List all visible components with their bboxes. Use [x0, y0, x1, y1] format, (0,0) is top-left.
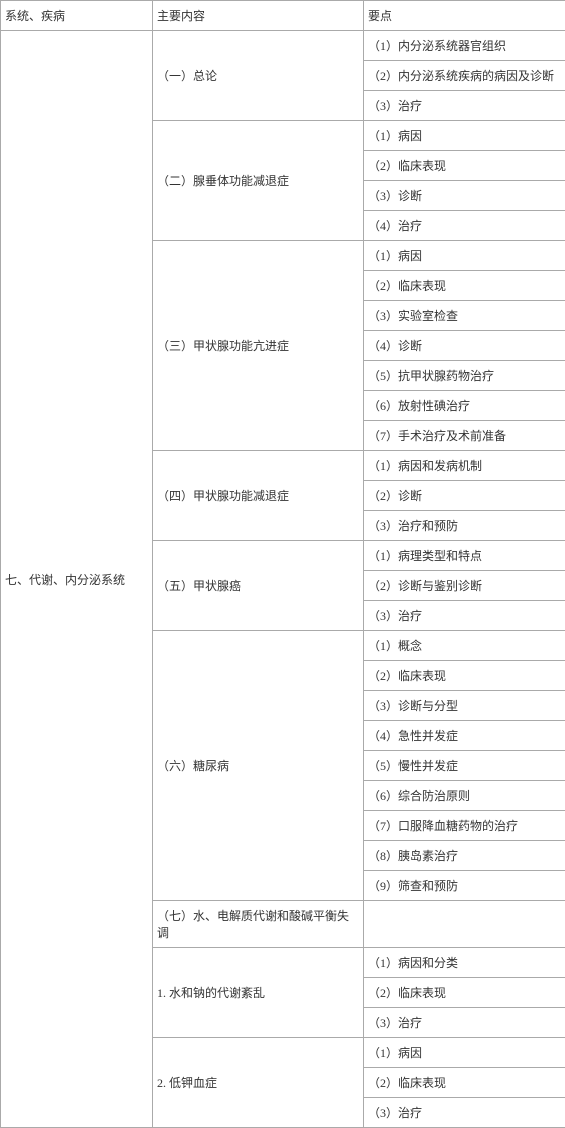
point-cell: （9）筛查和预防 [364, 871, 565, 901]
section-cell: （二）腺垂体功能减退症 [153, 121, 364, 241]
point-cell: （3）治疗 [364, 1098, 565, 1128]
section-cell: （三）甲状腺功能亢进症 [153, 241, 364, 451]
point-cell: （2）内分泌系统疾病的病因及诊断 [364, 61, 565, 91]
section-cell: 1. 水和钠的代谢紊乱 [153, 948, 364, 1038]
point-cell: （2）临床表现 [364, 271, 565, 301]
point-cell [364, 901, 565, 948]
point-cell: （5）抗甲状腺药物治疗 [364, 361, 565, 391]
point-cell: （1）病因 [364, 121, 565, 151]
point-cell: （4）治疗 [364, 211, 565, 241]
point-cell: （3）治疗和预防 [364, 511, 565, 541]
point-cell: （1）病因和发病机制 [364, 451, 565, 481]
system-cell: 七、代谢、内分泌系统 [1, 31, 153, 1128]
point-cell: （7）手术治疗及术前准备 [364, 421, 565, 451]
point-cell: （2）临床表现 [364, 978, 565, 1008]
point-cell: （3）治疗 [364, 91, 565, 121]
point-cell: （1）病理类型和特点 [364, 541, 565, 571]
point-cell: （1）病因 [364, 1038, 565, 1068]
point-cell: （1）内分泌系统器官组织 [364, 31, 565, 61]
header-col-content: 主要内容 [153, 1, 364, 31]
point-cell: （2）诊断与鉴别诊断 [364, 571, 565, 601]
point-cell: （2）临床表现 [364, 151, 565, 181]
table-row: 七、代谢、内分泌系统（一）总论（1）内分泌系统器官组织 [1, 31, 565, 61]
point-cell: （3）治疗 [364, 601, 565, 631]
point-cell: （2）临床表现 [364, 661, 565, 691]
point-cell: （5）慢性并发症 [364, 751, 565, 781]
section-cell: （七）水、电解质代谢和酸碱平衡失调 [153, 901, 364, 948]
point-cell: （3）实验室检查 [364, 301, 565, 331]
syllabus-table: 系统、疾病主要内容要点七、代谢、内分泌系统（一）总论（1）内分泌系统器官组织（2… [0, 0, 565, 1128]
table-header-row: 系统、疾病主要内容要点 [1, 1, 565, 31]
point-cell: （1）概念 [364, 631, 565, 661]
section-cell: 2. 低钾血症 [153, 1038, 364, 1128]
point-cell: （1）病因 [364, 241, 565, 271]
point-cell: （3）诊断 [364, 181, 565, 211]
section-cell: （五）甲状腺癌 [153, 541, 364, 631]
section-cell: （六）糖尿病 [153, 631, 364, 901]
point-cell: （1）病因和分类 [364, 948, 565, 978]
header-col-system: 系统、疾病 [1, 1, 153, 31]
point-cell: （6）放射性碘治疗 [364, 391, 565, 421]
point-cell: （4）诊断 [364, 331, 565, 361]
point-cell: （2）诊断 [364, 481, 565, 511]
point-cell: （8）胰岛素治疗 [364, 841, 565, 871]
point-cell: （7）口服降血糖药物的治疗 [364, 811, 565, 841]
header-col-points: 要点 [364, 1, 565, 31]
point-cell: （6）综合防治原则 [364, 781, 565, 811]
section-cell: （一）总论 [153, 31, 364, 121]
section-cell: （四）甲状腺功能减退症 [153, 451, 364, 541]
point-cell: （2）临床表现 [364, 1068, 565, 1098]
point-cell: （3）诊断与分型 [364, 691, 565, 721]
point-cell: （4）急性并发症 [364, 721, 565, 751]
point-cell: （3）治疗 [364, 1008, 565, 1038]
